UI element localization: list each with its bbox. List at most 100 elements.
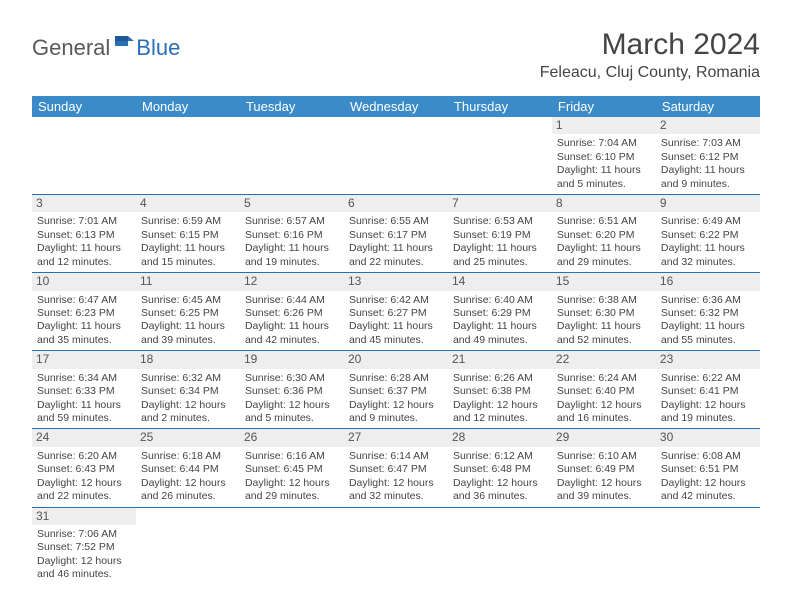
calendar-day: 2 Sunrise: 7:03 AMSunset: 6:12 PMDaylight… — [656, 117, 760, 195]
calendar-day: 6 Sunrise: 6:55 AMSunset: 6:17 PMDaylight… — [344, 195, 448, 273]
day-number: 24 — [32, 429, 136, 446]
day-detail: Sunrise: 6:26 AMSunset: 6:38 PMDaylight:… — [453, 371, 547, 426]
day-header: Wednesday — [344, 96, 448, 117]
calendar-day: 21 Sunrise: 6:26 AMSunset: 6:38 PMDayligh… — [448, 351, 552, 429]
day-detail: Sunrise: 6:32 AMSunset: 6:34 PMDaylight:… — [141, 371, 235, 426]
day-detail: Sunrise: 6:53 AMSunset: 6:19 PMDaylight:… — [453, 214, 547, 269]
day-detail: Sunrise: 6:57 AMSunset: 6:16 PMDaylight:… — [245, 214, 339, 269]
logo: General Blue — [32, 34, 180, 61]
calendar-day: 19 Sunrise: 6:30 AMSunset: 6:36 PMDayligh… — [240, 351, 344, 429]
day-number: 26 — [240, 429, 344, 446]
calendar-day: 25 Sunrise: 6:18 AMSunset: 6:44 PMDayligh… — [136, 429, 240, 507]
empty-cell — [344, 117, 448, 195]
day-number: 18 — [136, 351, 240, 368]
day-number: 23 — [656, 351, 760, 368]
calendar-day: 20 Sunrise: 6:28 AMSunset: 6:37 PMDayligh… — [344, 351, 448, 429]
day-detail: Sunrise: 6:20 AMSunset: 6:43 PMDaylight:… — [37, 449, 131, 504]
day-header: Friday — [552, 96, 656, 117]
day-number: 2 — [656, 117, 760, 134]
calendar-day: 30 Sunrise: 6:08 AMSunset: 6:51 PMDayligh… — [656, 429, 760, 507]
day-number: 21 — [448, 351, 552, 368]
day-number: 20 — [344, 351, 448, 368]
day-number: 17 — [32, 351, 136, 368]
day-detail: Sunrise: 6:08 AMSunset: 6:51 PMDaylight:… — [661, 449, 755, 504]
day-detail: Sunrise: 6:40 AMSunset: 6:29 PMDaylight:… — [453, 293, 547, 348]
day-detail: Sunrise: 7:04 AMSunset: 6:10 PMDaylight:… — [557, 136, 651, 191]
day-number: 5 — [240, 195, 344, 212]
calendar-day: 5 Sunrise: 6:57 AMSunset: 6:16 PMDaylight… — [240, 195, 344, 273]
day-number: 1 — [552, 117, 656, 134]
day-detail: Sunrise: 6:51 AMSunset: 6:20 PMDaylight:… — [557, 214, 651, 269]
day-number: 27 — [344, 429, 448, 446]
day-detail: Sunrise: 6:55 AMSunset: 6:17 PMDaylight:… — [349, 214, 443, 269]
empty-cell — [344, 507, 448, 585]
day-header: Sunday — [32, 96, 136, 117]
empty-cell — [240, 507, 344, 585]
day-number: 4 — [136, 195, 240, 212]
day-detail: Sunrise: 6:34 AMSunset: 6:33 PMDaylight:… — [37, 371, 131, 426]
calendar-day: 8Sunrise: 6:51 AMSunset: 6:20 PMDaylight… — [552, 195, 656, 273]
day-detail: Sunrise: 6:10 AMSunset: 6:49 PMDaylight:… — [557, 449, 651, 504]
day-number: 6 — [344, 195, 448, 212]
calendar-day: 4 Sunrise: 6:59 AMSunset: 6:15 PMDaylight… — [136, 195, 240, 273]
day-number: 16 — [656, 273, 760, 290]
day-header: Tuesday — [240, 96, 344, 117]
day-number: 22 — [552, 351, 656, 368]
day-number: 11 — [136, 273, 240, 290]
day-detail: Sunrise: 6:16 AMSunset: 6:45 PMDaylight:… — [245, 449, 339, 504]
calendar-day: 23 Sunrise: 6:22 AMSunset: 6:41 PMDayligh… — [656, 351, 760, 429]
day-number: 25 — [136, 429, 240, 446]
day-number: 7 — [448, 195, 552, 212]
empty-cell — [448, 507, 552, 585]
empty-cell — [32, 117, 136, 195]
day-number: 14 — [448, 273, 552, 290]
day-number: 3 — [32, 195, 136, 212]
calendar-day: 13Sunrise: 6:42 AMSunset: 6:27 PMDayligh… — [344, 273, 448, 351]
day-number: 9 — [656, 195, 760, 212]
empty-cell — [448, 117, 552, 195]
empty-cell — [136, 507, 240, 585]
day-detail: Sunrise: 6:22 AMSunset: 6:41 PMDaylight:… — [661, 371, 755, 426]
calendar-day: 16Sunrise: 6:36 AMSunset: 6:32 PMDayligh… — [656, 273, 760, 351]
day-detail: Sunrise: 6:18 AMSunset: 6:44 PMDaylight:… — [141, 449, 235, 504]
calendar-day: 17 Sunrise: 6:34 AMSunset: 6:33 PMDayligh… — [32, 351, 136, 429]
day-header: Saturday — [656, 96, 760, 117]
day-detail: Sunrise: 6:44 AMSunset: 6:26 PMDaylight:… — [245, 293, 339, 348]
day-detail: Sunrise: 6:12 AMSunset: 6:48 PMDaylight:… — [453, 449, 547, 504]
logo-general: General — [32, 35, 110, 61]
day-detail: Sunrise: 6:45 AMSunset: 6:25 PMDaylight:… — [141, 293, 235, 348]
calendar-day: 29 Sunrise: 6:10 AMSunset: 6:49 PMDayligh… — [552, 429, 656, 507]
day-number: 29 — [552, 429, 656, 446]
calendar-day: 7 Sunrise: 6:53 AMSunset: 6:19 PMDaylight… — [448, 195, 552, 273]
day-detail: Sunrise: 6:59 AMSunset: 6:15 PMDaylight:… — [141, 214, 235, 269]
day-detail: Sunrise: 6:28 AMSunset: 6:37 PMDaylight:… — [349, 371, 443, 426]
empty-cell — [656, 507, 760, 585]
calendar-day: 28Sunrise: 6:12 AMSunset: 6:48 PMDayligh… — [448, 429, 552, 507]
calendar-day: 18 Sunrise: 6:32 AMSunset: 6:34 PMDayligh… — [136, 351, 240, 429]
day-number: 31 — [32, 508, 136, 525]
calendar-day: 24 Sunrise: 6:20 AMSunset: 6:43 PMDayligh… — [32, 429, 136, 507]
calendar-day: 10Sunrise: 6:47 AMSunset: 6:23 PMDayligh… — [32, 273, 136, 351]
day-detail: Sunrise: 6:42 AMSunset: 6:27 PMDaylight:… — [349, 293, 443, 348]
empty-cell — [552, 507, 656, 585]
calendar-day: 12Sunrise: 6:44 AMSunset: 6:26 PMDayligh… — [240, 273, 344, 351]
month-title: March 2024 — [540, 28, 760, 62]
day-detail: Sunrise: 6:14 AMSunset: 6:47 PMDaylight:… — [349, 449, 443, 504]
day-number: 19 — [240, 351, 344, 368]
calendar-day: 31Sunrise: 7:06 AMSunset: 7:52 PMDayligh… — [32, 507, 136, 585]
calendar-day: 11 Sunrise: 6:45 AMSunset: 6:25 PMDayligh… — [136, 273, 240, 351]
calendar-day: 15Sunrise: 6:38 AMSunset: 6:30 PMDayligh… — [552, 273, 656, 351]
calendar-day: 22 Sunrise: 6:24 AMSunset: 6:40 PMDayligh… — [552, 351, 656, 429]
day-detail: Sunrise: 6:47 AMSunset: 6:23 PMDaylight:… — [37, 293, 131, 348]
day-number: 30 — [656, 429, 760, 446]
calendar-day: 9Sunrise: 6:49 AMSunset: 6:22 PMDaylight… — [656, 195, 760, 273]
calendar-day: 27 Sunrise: 6:14 AMSunset: 6:47 PMDayligh… — [344, 429, 448, 507]
day-detail: Sunrise: 7:03 AMSunset: 6:12 PMDaylight:… — [661, 136, 755, 191]
calendar-grid: SundayMondayTuesdayWednesdayThursdayFrid… — [32, 96, 760, 585]
day-detail: Sunrise: 7:01 AMSunset: 6:13 PMDaylight:… — [37, 214, 131, 269]
location-subtitle: Feleacu, Cluj County, Romania — [540, 64, 760, 82]
day-detail: Sunrise: 6:30 AMSunset: 6:36 PMDaylight:… — [245, 371, 339, 426]
empty-cell — [136, 117, 240, 195]
logo-flag-icon — [114, 34, 136, 57]
day-detail: Sunrise: 6:24 AMSunset: 6:40 PMDaylight:… — [557, 371, 651, 426]
